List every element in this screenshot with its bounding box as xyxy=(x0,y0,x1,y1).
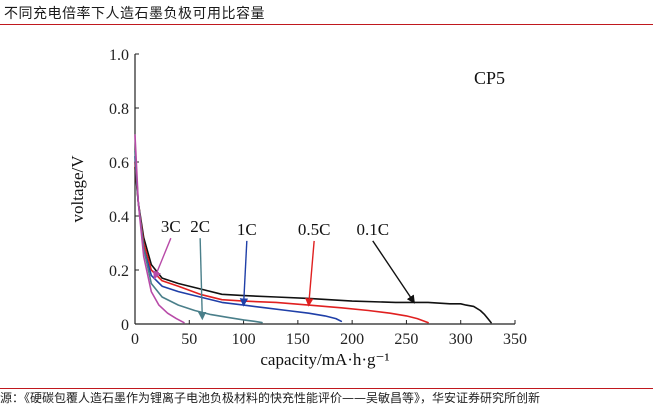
source-note: 源：《硬碳包覆人造石墨作为锂离子电池负极材料的快充性能评价——吴敏昌等》，华安证… xyxy=(0,392,541,404)
x-tick-label: 200 xyxy=(340,331,364,348)
page-header: 不同充电倍率下人造石墨负极可用比容量 xyxy=(0,0,653,26)
figure-caption: 不同充电倍率下人造石墨负极可用比容量 xyxy=(4,6,265,22)
annotation-arrow-2C xyxy=(197,238,207,321)
y-tick-label: 0.8 xyxy=(109,101,129,118)
y-tick-label: 1.0 xyxy=(109,47,129,64)
y-tick-label: 0.4 xyxy=(109,209,129,226)
chart-title: CP5 xyxy=(474,68,505,88)
y-tick-label: 0.2 xyxy=(109,263,129,280)
annotation-label-2C: 2C xyxy=(190,217,210,236)
annotation-label-0_1C: 0.1C xyxy=(356,220,389,239)
x-tick-label: 150 xyxy=(286,331,310,348)
x-tick-label: 250 xyxy=(394,331,418,348)
annotation-arrow-0_5C xyxy=(305,240,315,307)
series-line-1C xyxy=(134,155,343,323)
y-tick-label: 0.6 xyxy=(109,155,129,172)
x-tick-label: 50 xyxy=(181,331,197,348)
y-axis-label: voltage/V xyxy=(68,155,87,223)
y-tick-label: 0 xyxy=(121,317,129,334)
bottom-rule xyxy=(0,388,653,389)
x-tick-label: 100 xyxy=(232,331,256,348)
series-line-3C xyxy=(134,134,185,324)
x-axis-label: capacity/mA·h·g⁻¹ xyxy=(260,350,389,369)
annotation-label-0_5C: 0.5C xyxy=(298,220,331,239)
x-tick-label: 300 xyxy=(449,331,473,348)
series-line-0_5C xyxy=(134,161,429,324)
annotation-arrow-3C xyxy=(153,237,172,280)
top-rule xyxy=(0,24,653,25)
annotation-label-1C: 1C xyxy=(237,220,257,239)
x-tick-label: 0 xyxy=(131,331,139,348)
annotation-label-3C: 3C xyxy=(161,217,181,236)
annotation-arrow-1C xyxy=(239,240,249,307)
source-footer: 源：《硬碳包覆人造石墨作为锂离子电池负极材料的快充性能评价——吴敏昌等》，华安证… xyxy=(0,392,653,404)
series-line-0_1C xyxy=(134,166,492,324)
x-tick-label: 350 xyxy=(503,331,527,348)
annotation-arrow-0_1C xyxy=(372,240,415,304)
voltage-capacity-chart: 0 50 100 150 200 250 300 350 0 0.2 0.4 0.6 0.8 1.0 cap… xyxy=(68,47,527,369)
